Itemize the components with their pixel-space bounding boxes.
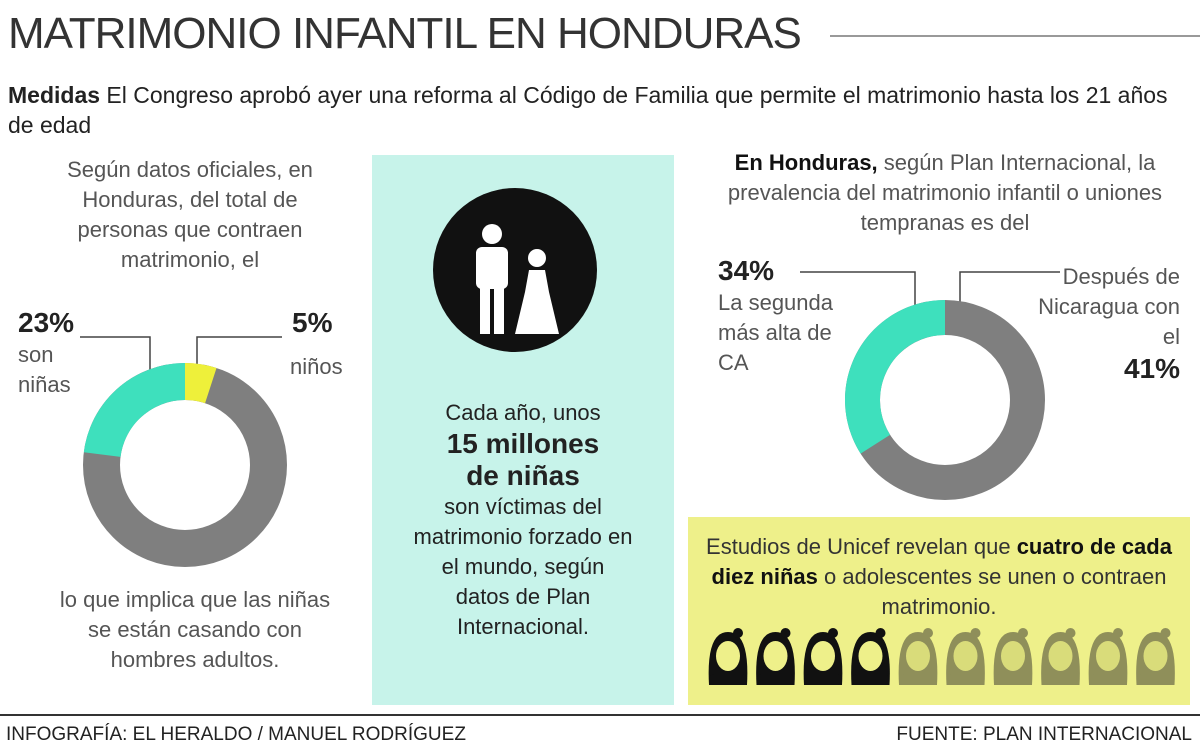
couple-icon [476,224,559,334]
right-intro: En Honduras, según Plan Internacional, l… [700,148,1190,238]
girl-face [953,641,978,671]
lead-text: El Congreso aprobó ayer una reforma al C… [8,82,1168,138]
left-intro: Según datos oficiales, en Honduras, del … [67,157,313,272]
girl-icon [756,628,795,685]
girl-bow [828,628,838,638]
slice-category-label: niños [290,354,343,379]
credit: INFOGRAFÍA: EL HERALDO / MANUEL RODRÍGUE… [6,724,466,745]
girl-bow [1065,628,1076,638]
girl-shoulders [946,674,985,685]
slice-value-label: 23% [18,307,75,338]
girl-face [1048,641,1073,671]
slice-value-label: 34% [718,255,775,286]
right-intro-label: En Honduras, [734,150,878,175]
donut-slice [185,363,217,404]
girl-icon [708,628,748,685]
girl-bow [780,628,791,638]
girl-bow [733,628,743,638]
girl-icon [1136,628,1175,685]
girl-face [1143,641,1168,671]
girl-bow [875,628,886,638]
girl-icon [993,628,1033,685]
girl-shoulders [1136,674,1175,685]
girl-icon [803,628,843,685]
girl-face [1096,641,1120,671]
unicef-before: Estudios de Unicef revelan que [706,534,1011,559]
lead: Medidas El Congreso aprobó ayer una refo… [8,80,1188,140]
slice-value-label: 5% [292,307,333,338]
center-line: son víctimas del matrimonio forzado en e… [413,494,633,639]
girl-shoulders [1041,674,1080,685]
right-intro-text: según Plan Internacional, la prevalencia… [727,150,1163,235]
center-highlight: 15 millones de niñas [446,428,600,491]
comparison: Después de Nicaragua con el [1038,264,1180,349]
girl-shoulders [851,674,890,685]
girl-icon [1041,628,1080,685]
center-line: Cada año, unos [445,400,601,425]
girl-bow [970,628,981,638]
girl-shoulders [994,674,1032,685]
lead-label: Medidas [8,82,101,108]
title: MATRIMONIO INFANTIL EN HONDURAS [8,9,802,58]
unicef-after: o adolescentes se unen o contraen matrim… [824,564,1167,619]
center-text: Cada año, unos 15 millones de niñas son … [385,398,661,642]
unicef-highlight: cuatro de cada diez niñas [711,534,1172,589]
girl-shoulders [899,674,937,685]
girl-face [858,641,883,671]
girl-bow [1160,628,1171,638]
girl-icon [851,628,890,685]
girl-shoulders [804,674,842,685]
girl-shoulders [1089,674,1127,685]
girl-icon [1088,628,1128,685]
couple-badge [433,188,597,352]
donut-slice [845,300,945,454]
girl-face [811,641,835,671]
left-conclusion: lo que implica que las niñas se están ca… [59,587,331,672]
girl-shoulders [756,674,795,685]
girl-face [906,641,930,671]
girl-icons [708,628,1175,685]
girl-icon [946,628,985,685]
girl-shoulders [709,674,747,685]
source: FUENTE: PLAN INTERNACIONAL [896,724,1192,745]
donut-slice [83,363,185,457]
unicef-text: Estudios de Unicef revelan que cuatro de… [700,532,1178,622]
girl-face [763,641,788,671]
girl-bow [923,628,933,638]
comparison-value: 41% [1123,353,1180,384]
girl-bow [1018,628,1028,638]
girl-bow [1113,628,1123,638]
girl-face [716,641,740,671]
slice-category-label: son niñas [18,342,71,397]
girl-face [1001,641,1025,671]
slice-category-label: La segunda más alta de CA [718,290,833,375]
girl-icon [898,628,938,685]
